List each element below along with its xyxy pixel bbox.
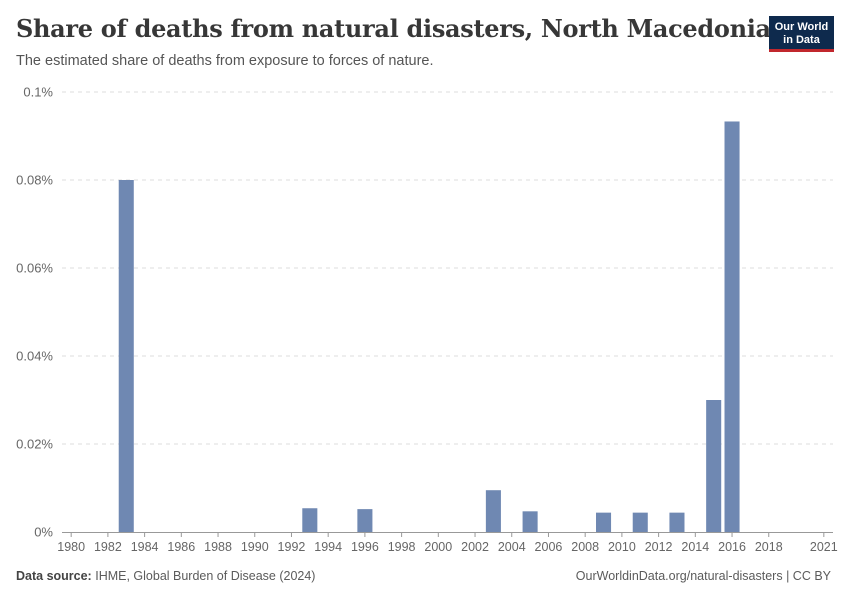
x-tick-label: 2002: [461, 540, 489, 554]
x-tick-label: 1998: [388, 540, 416, 554]
logo-line-2: in Data: [783, 33, 820, 46]
bar-2015: [706, 400, 722, 532]
x-tick-label: 1986: [167, 540, 195, 554]
x-tick-label: 2018: [755, 540, 783, 554]
y-tick-label: 0.08%: [16, 173, 53, 188]
logo-line-1: Our World: [774, 21, 829, 33]
bar-1993: [302, 508, 318, 532]
x-tick-label: 2004: [498, 540, 526, 554]
x-tick-label: 1980: [57, 540, 85, 554]
x-tick-label: 1992: [278, 540, 306, 554]
y-tick-label: 0.06%: [16, 261, 53, 276]
bar-2003: [485, 490, 501, 532]
bar-1996: [357, 509, 373, 532]
data-source: Data source: IHME, Global Burden of Dise…: [16, 569, 315, 583]
data-source-label: Data source:: [16, 569, 92, 583]
x-tick-label: 2006: [535, 540, 563, 554]
y-tick-label: 0.04%: [16, 349, 53, 364]
bar-2009: [596, 512, 612, 532]
x-tick-label: 1984: [131, 540, 159, 554]
x-tick-label: 2000: [424, 540, 452, 554]
y-tick-label: 0.1%: [23, 85, 53, 100]
x-tick-label: 2014: [681, 540, 709, 554]
x-tick-label: 2008: [571, 540, 599, 554]
x-tick-label: 2010: [608, 540, 636, 554]
x-tick-label: 1996: [351, 540, 379, 554]
x-tick-label: 2012: [645, 540, 673, 554]
bar-2016: [724, 121, 740, 532]
source-url[interactable]: OurWorldinData.org/natural-disasters | C…: [575, 569, 831, 583]
x-tick-label: 2016: [718, 540, 746, 554]
x-tick-label: 1990: [241, 540, 269, 554]
bar-2011: [632, 512, 648, 532]
y-tick-label: 0.02%: [16, 437, 53, 452]
bar-1983: [118, 180, 134, 532]
chart-title: Share of deaths from natural disasters, …: [16, 14, 771, 43]
bar-2005: [522, 511, 538, 532]
owid-logo[interactable]: Our World in Data: [769, 16, 834, 52]
x-tick-label: 1982: [94, 540, 122, 554]
x-tick-label: 1994: [314, 540, 342, 554]
x-tick-label: 1988: [204, 540, 232, 554]
data-source-text[interactable]: IHME, Global Burden of Disease (2024): [95, 569, 316, 583]
chart-subtitle: The estimated share of deaths from expos…: [16, 53, 434, 69]
x-tick-label: 2021: [810, 540, 838, 554]
y-tick-label: 0%: [34, 525, 53, 540]
bar-2013: [669, 512, 685, 532]
